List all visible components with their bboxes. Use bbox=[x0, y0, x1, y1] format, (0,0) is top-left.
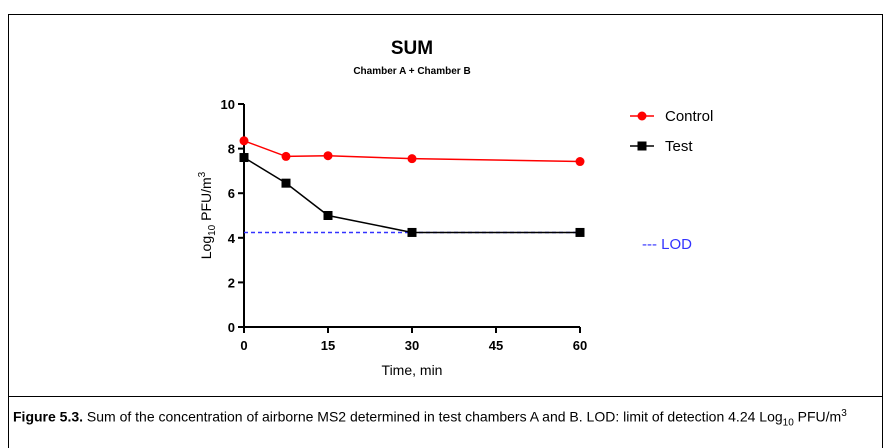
y-axis-label-sub: 10 bbox=[207, 224, 218, 236]
legend-label: Control bbox=[665, 108, 713, 125]
series-test bbox=[239, 153, 585, 237]
data-point bbox=[281, 151, 291, 161]
caption-tail: PFU/m bbox=[793, 408, 842, 425]
y-axis-label-sup: 3 bbox=[197, 171, 208, 177]
caption-label: Figure 5.3. bbox=[13, 408, 84, 425]
series-control bbox=[239, 136, 585, 167]
series-line bbox=[243, 156, 580, 234]
series-layer bbox=[239, 136, 585, 237]
legend-label: Test bbox=[665, 138, 693, 155]
figure-caption: Figure 5.3. Sum of the concentration of … bbox=[8, 396, 883, 448]
caption-sub: 10 bbox=[782, 417, 794, 429]
chart-title: SUM bbox=[391, 38, 433, 59]
data-point bbox=[239, 153, 249, 163]
y-tick-label: 2 bbox=[228, 275, 235, 290]
data-point bbox=[575, 157, 585, 167]
y-axis-label-prefix: Log bbox=[198, 236, 214, 259]
caption-text: Sum of the concentration of airborne MS2… bbox=[83, 408, 783, 425]
data-point bbox=[323, 211, 333, 220]
y-axis-label: Log10 PFU/m3 bbox=[197, 171, 218, 259]
legend-item: Control bbox=[630, 108, 713, 125]
legend-lod-label: --- LOD bbox=[642, 236, 692, 253]
x-tick-label: 60 bbox=[573, 338, 587, 353]
data-point bbox=[323, 151, 333, 161]
data-point bbox=[407, 154, 417, 164]
legend: Control Test --- LOD bbox=[630, 108, 713, 253]
x-tick-label: 30 bbox=[405, 338, 419, 353]
y-axis-label-mid: PFU/m bbox=[198, 177, 214, 224]
data-point bbox=[575, 227, 585, 237]
legend-item: Test bbox=[630, 138, 693, 155]
y-tick-label: 10 bbox=[221, 97, 235, 112]
legend-marker bbox=[637, 111, 647, 121]
caption-sup: 3 bbox=[841, 408, 847, 419]
y-tick-label: 4 bbox=[228, 231, 236, 246]
axes: 0 2 4 6 8 10 0 15 30 45 60 bbox=[221, 97, 588, 353]
chart-subtitle: Chamber A + Chamber B bbox=[353, 66, 470, 77]
data-point bbox=[281, 178, 291, 188]
x-tick-label: 45 bbox=[489, 338, 503, 353]
legend-marker bbox=[637, 141, 647, 151]
y-tick-label: 8 bbox=[228, 142, 235, 157]
x-tick-label: 0 bbox=[240, 338, 247, 353]
x-axis-label: Time, min bbox=[382, 362, 443, 378]
data-point bbox=[239, 136, 249, 146]
y-tick-label: 6 bbox=[228, 186, 235, 201]
x-tick-label: 15 bbox=[321, 338, 335, 353]
data-point bbox=[407, 227, 417, 237]
y-tick-label: 0 bbox=[228, 320, 235, 335]
